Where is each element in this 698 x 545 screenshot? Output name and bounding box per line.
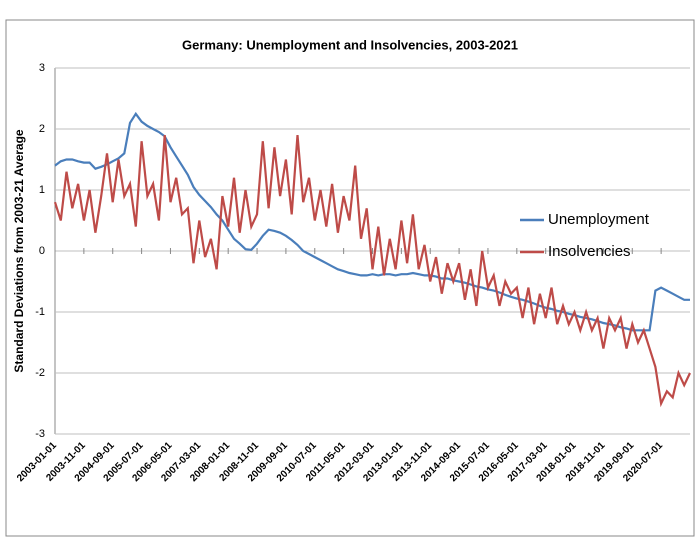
y-tick-label: 3 — [39, 62, 45, 74]
y-tick-label: -2 — [35, 367, 45, 379]
y-tick-label: 2 — [39, 123, 45, 135]
series-line — [53, 135, 691, 408]
chart-title: Germany: Unemployment and Insolvencies, … — [182, 37, 518, 52]
y-tick-label: -3 — [35, 428, 45, 440]
y-tick-label: 0 — [39, 245, 45, 257]
legend-label: Unemployment — [548, 211, 650, 228]
y-tick-label: -1 — [35, 306, 45, 318]
y-tick-label: 1 — [39, 184, 45, 196]
y-axis-title: Standard Deviations from 2003-21 Average — [12, 129, 26, 373]
legend-label: Insolvencies — [548, 243, 631, 260]
chart-border — [5, 19, 695, 537]
